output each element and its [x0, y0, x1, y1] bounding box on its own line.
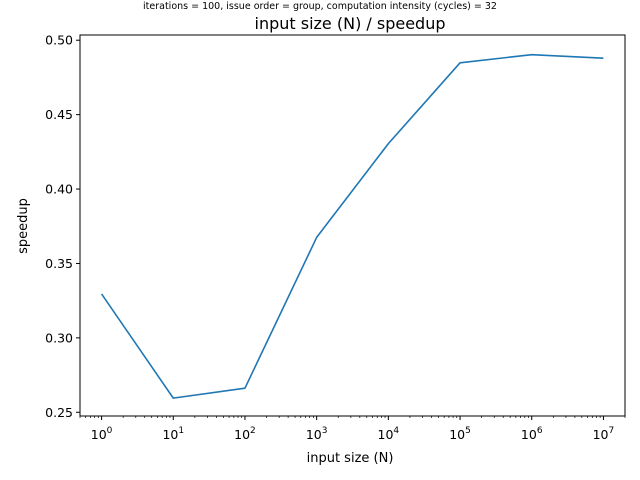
x-tick-label: 100	[91, 426, 113, 442]
x-tick-label: 102	[234, 426, 256, 442]
y-tick-label: 0.50	[45, 33, 73, 48]
x-tick-label: 103	[306, 426, 328, 442]
x-minor-ticks	[79, 416, 626, 418]
series-line	[100, 53, 604, 399]
y-tick-label: 0.40	[45, 182, 73, 197]
x-tick-label: 106	[521, 426, 543, 442]
y-axis-label: speedup	[16, 198, 31, 254]
y-tick-label: 0.45	[45, 107, 73, 122]
x-tick-label: 105	[449, 426, 471, 442]
plot-area	[100, 53, 604, 399]
y-tick-label: 0.25	[45, 405, 73, 420]
x-tick-label: 101	[162, 426, 184, 442]
x-axis-label: input size (N)	[307, 451, 394, 466]
x-tick-label: 104	[378, 426, 400, 442]
chart-title: input size (N) / speedup	[255, 14, 446, 33]
y-tick-label: 0.35	[45, 256, 73, 271]
chart-suptitle: iterations = 100, issue order = group, c…	[143, 1, 497, 12]
x-tick-label: 107	[593, 426, 615, 442]
axes-frame	[79, 34, 626, 417]
y-tick-label: 0.30	[45, 330, 73, 345]
